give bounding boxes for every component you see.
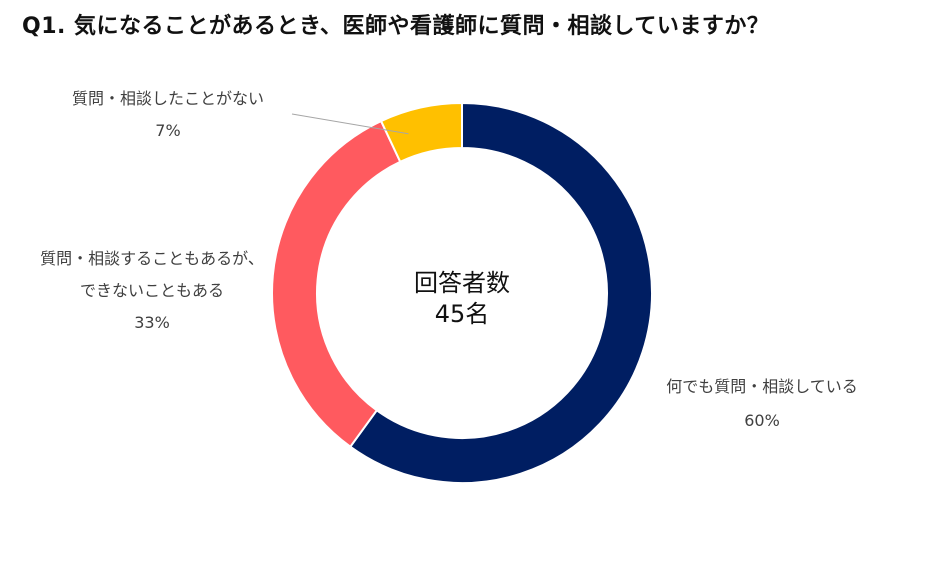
slice-label-3: 質問・相談したことがない 7% [72,89,264,140]
slice-category-label: できないこともある [80,281,224,300]
center-label-count: 45名 [435,300,490,328]
slice-category-label: 質問・相談することもあるが、 [40,249,264,268]
labels-layer: 何でも質問・相談している 60% 質問・相談することもあるが、できないこともある 33… [40,89,858,430]
slice-value-label: 7% [155,121,180,140]
slices-layer [271,101,653,484]
donut-slice-2 [271,119,402,449]
slice-category-label: 質問・相談したことがない [72,89,264,108]
slice-value-label: 33% [134,313,170,332]
slice-label-1: 何でも質問・相談している 60% [666,377,858,430]
slice-category-label: 何でも質問・相談している [666,377,858,396]
chart-title: Q1. 気になることがあるとき、医師や看護師に質問・相談していますか？ [22,14,770,39]
slice-label-2: 質問・相談することもあるが、できないこともある 33% [40,249,264,332]
slice-value-label: 60% [744,411,780,430]
center-label-respondents: 回答者数 [414,269,510,297]
leader-lines-layer [291,113,409,135]
donut-slice-1 [348,101,653,484]
donut-slice-3 [379,101,463,164]
leader-line [291,113,409,135]
